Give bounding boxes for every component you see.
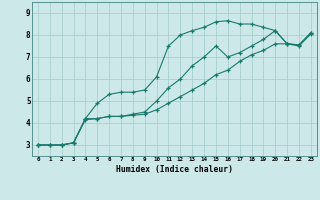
X-axis label: Humidex (Indice chaleur): Humidex (Indice chaleur) — [116, 165, 233, 174]
